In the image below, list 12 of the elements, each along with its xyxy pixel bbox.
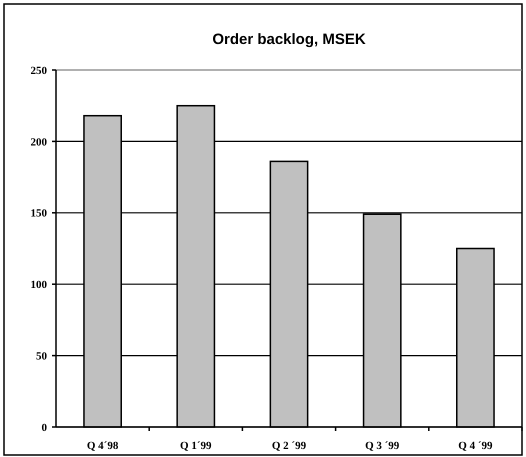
- x-tick-label: Q 3 ´99: [365, 440, 400, 452]
- x-tick-label: Q 1´99: [180, 440, 212, 452]
- y-tick-label: 100: [30, 279, 48, 292]
- y-tick-label: 250: [30, 64, 48, 77]
- x-tick-label: Q 4 ´99: [458, 440, 493, 452]
- y-tick-label: 150: [30, 208, 48, 220]
- x-tick-label: Q 4´98: [86, 440, 119, 452]
- chart-title: Order backlog, MSEK: [212, 31, 366, 48]
- y-tick-label: 200: [30, 136, 48, 148]
- y-tick-label: 50: [36, 350, 48, 362]
- x-tick-label: Q 2 ´99: [272, 440, 307, 452]
- y-tick-label: 0: [42, 422, 48, 434]
